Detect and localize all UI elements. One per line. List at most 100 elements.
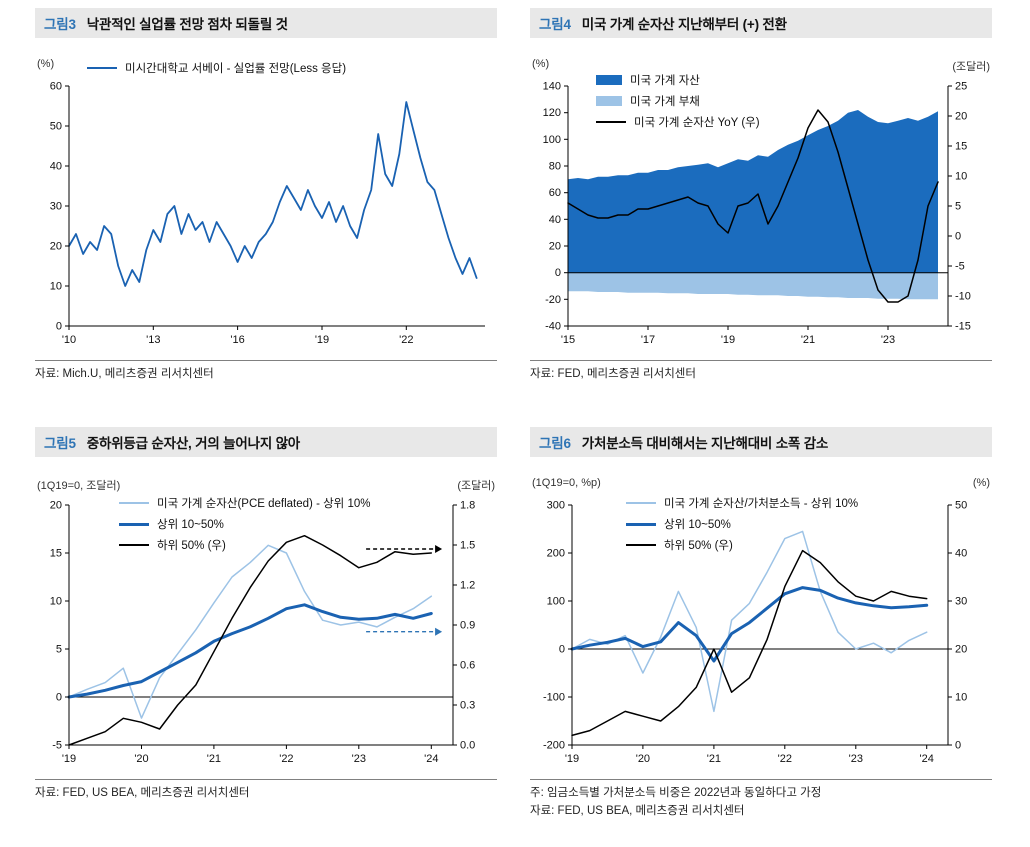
legend-item: 하위 50% (우) [119,537,370,553]
svg-text:0: 0 [955,740,961,752]
svg-text:1.5: 1.5 [460,540,475,552]
legend-item: 미국 가계 순자산(PCE deflated) - 상위 10% [119,495,370,511]
svg-text:'10: '10 [62,334,76,346]
svg-text:'21: '21 [801,334,815,346]
source-line: 자료: Mich.U, 메리츠증권 리서치센터 [35,368,214,380]
legend-item: 상위 10~50% [119,516,370,532]
figure-tag: 그림6 [539,436,571,452]
legend-label: 상위 10~50% [664,519,731,532]
svg-text:'22: '22 [778,753,792,765]
svg-text:100: 100 [547,596,565,608]
svg-text:200: 200 [547,548,565,560]
legend-item: 미국 가계 순자산 YoY (우) [596,114,760,130]
svg-text:0: 0 [555,267,561,279]
legend-swatch-icon [626,502,656,505]
svg-text:'13: '13 [146,334,160,346]
svg-text:10: 10 [955,171,967,183]
figure-tag: 그림5 [44,436,76,452]
chart-legend: 미국 가계 순자산/가처분소득 - 상위 10% 상위 10~50% 하위 50% … [626,495,858,553]
note-line: 주: 임금소득별 가처분소득 비중은 2022년과 동일하다고 가정 [530,787,822,800]
left-axis-unit: (%) [37,58,55,70]
line-chart-canvas: -5 0 5 10 15 20 0.0 0.3 0.6 0.9 1.2 1.5 1.8 '19 '20 '21… [50,500,476,766]
source-line: 자료: FED, 메리츠증권 리서치센터 [530,368,696,380]
svg-text:40: 40 [955,548,967,560]
figure-panel-5: 그림5 중하위등급 순자산, 거의 늘어나지 않아 (1Q19=0, 조달러) … [35,427,497,820]
svg-text:300: 300 [547,500,565,512]
svg-text:1.8: 1.8 [460,500,475,512]
legend-swatch-icon [626,544,656,547]
svg-text:'16: '16 [230,334,244,346]
svg-text:'19: '19 [62,753,76,765]
legend-item: 미국 가계 순자산/가처분소득 - 상위 10% [626,495,858,511]
figure-panel-4: 그림4 미국 가계 순자산 지난해부터 (+) 전환 (%) (조달러) 미국 … [530,8,992,383]
svg-text:5: 5 [56,644,62,656]
figure-header: 그림6 가처분소득 대비해서는 지난해대비 소폭 감소 [530,427,992,458]
svg-text:15: 15 [955,141,967,153]
legend-label: 미국 가계 순자산 YoY (우) [634,117,760,129]
line-chart-canvas: -200 -100 0 100 200 300 0 10 20 30 40 50 '19 '20 '21 '2… [543,500,967,766]
svg-text:50: 50 [50,121,62,133]
svg-text:20: 20 [955,644,967,656]
source-note: 자료: Mich.U, 메리츠증권 리서치센터 [35,360,497,383]
legend-label: 미국 가계 순자산/가처분소득 - 상위 10% [664,498,859,511]
svg-text:140: 140 [543,81,561,93]
svg-text:0: 0 [955,231,961,243]
svg-text:1.2: 1.2 [460,580,475,592]
svg-text:80: 80 [549,161,561,173]
svg-text:'15: '15 [561,334,575,346]
svg-text:'24: '24 [424,753,438,765]
svg-text:100: 100 [543,134,561,146]
svg-text:'19: '19 [315,334,329,346]
svg-text:10: 10 [955,692,967,704]
legend-swatch-icon [87,67,117,69]
legend-swatch-icon [119,544,149,547]
svg-text:40: 40 [549,214,561,226]
svg-text:-15: -15 [955,321,971,333]
svg-text:'20: '20 [134,753,148,765]
svg-text:'19: '19 [721,334,735,346]
svg-text:0.0: 0.0 [460,740,475,752]
figure-title: 중하위등급 순자산, 거의 늘어나지 않아 [86,436,301,452]
svg-text:'24: '24 [920,753,934,765]
svg-text:-20: -20 [545,294,561,306]
svg-text:25: 25 [955,81,967,93]
svg-text:10: 10 [50,281,62,293]
line-chart-canvas: 0 10 20 30 40 50 60 '10 '13 '16 '19 '22 [50,81,485,346]
legend-label: 미국 가계 순자산(PCE deflated) - 상위 10% [157,498,371,511]
right-axis-unit: (조달러) [457,480,495,493]
source-line: 자료: FED, US BEA, 메리츠증권 리서치센터 [530,804,745,817]
svg-text:30: 30 [955,596,967,608]
svg-text:10: 10 [50,596,62,608]
svg-text:-5: -5 [52,740,62,752]
figure-tag: 그림4 [539,17,571,32]
legend-item: 하위 50% (우) [626,537,858,553]
legend-item: 미시간대학교 서베이 - 실업률 전망(Less 응답) [87,60,346,76]
chart-area: (1Q19=0, %p) (%) 미국 가계 순자산/가처분소득 - 상위 10… [530,477,992,771]
left-axis-unit: (1Q19=0, 조달러) [37,480,121,493]
right-axis-unit: (%) [972,477,990,490]
legend-item: 미국 가계 부채 [596,93,760,109]
svg-text:-200: -200 [543,740,565,752]
svg-text:15: 15 [50,548,62,560]
legend-label: 미국 가계 자산 [630,75,700,87]
chart-area: (%) (조달러) 미국 가계 자산 미국 가계 부채 미국 가계 순자산 YoY … [530,58,992,352]
svg-text:'21: '21 [707,753,721,765]
svg-text:0.3: 0.3 [460,700,475,712]
svg-text:50: 50 [955,500,967,512]
svg-text:0: 0 [559,644,565,656]
legend-swatch-icon [119,502,149,505]
figure-panel-3: 그림3 낙관적인 실업률 전망 점차 되돌릴 것 (%) 미시간대학교 서베이 … [35,8,497,383]
svg-text:-10: -10 [955,291,971,303]
svg-text:5: 5 [955,201,961,213]
legend-label: 미국 가계 부채 [630,96,700,108]
chart-area: (%) 미시간대학교 서베이 - 실업률 전망(Less 응답) 0 10 20 30… [35,58,497,352]
svg-text:20: 20 [955,111,967,123]
legend-swatch-icon [596,96,622,106]
source-note: 주: 임금소득별 가처분소득 비중은 2022년과 동일하다고 가정 자료: F… [530,779,992,820]
svg-text:40: 40 [50,161,62,173]
chart-area: (1Q19=0, 조달러) (조달러) 미국 가계 순자산(PCE deflat… [35,477,497,771]
legend-swatch-icon [596,121,626,123]
figure-title: 낙관적인 실업률 전망 점차 되돌릴 것 [86,17,288,32]
